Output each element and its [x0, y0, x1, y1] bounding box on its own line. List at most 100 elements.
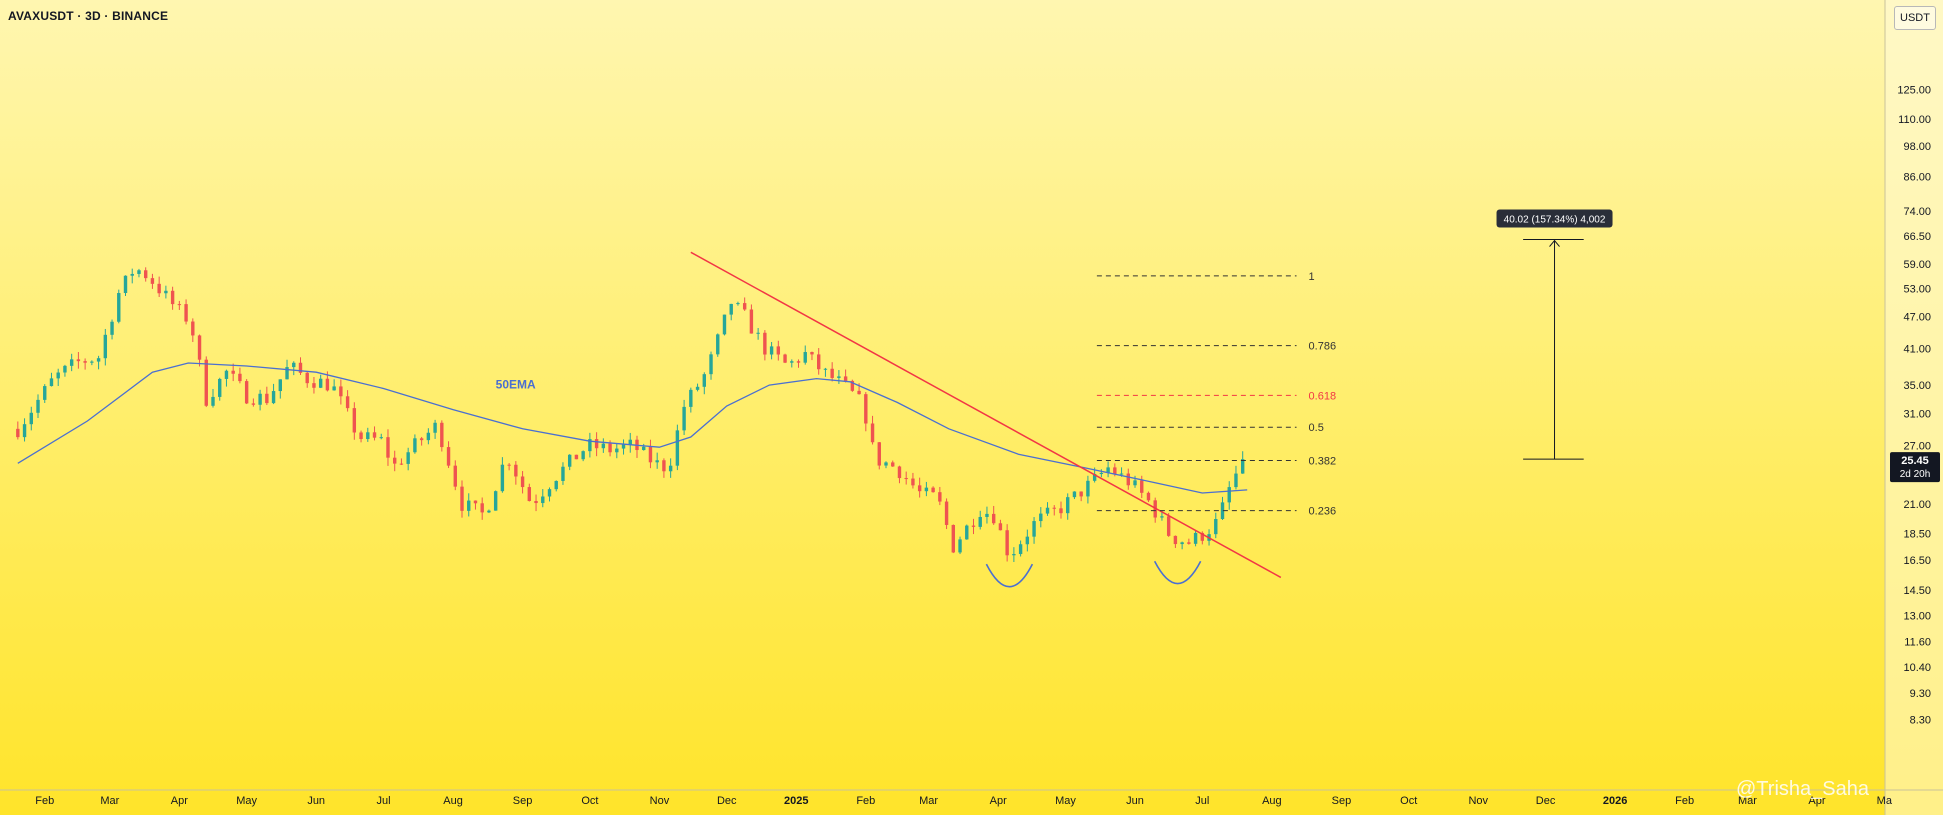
candle-body — [157, 283, 161, 294]
candle-body — [581, 451, 585, 460]
candle-body — [197, 335, 202, 360]
candle-body — [769, 346, 774, 355]
candle-body — [541, 496, 545, 504]
candle-body — [790, 361, 794, 363]
price-tick-label: 11.60 — [1904, 637, 1931, 649]
candle-body — [1173, 535, 1178, 545]
candle-body — [958, 539, 962, 553]
candle-body — [69, 359, 74, 366]
candle-body — [298, 362, 303, 373]
candle-body — [628, 439, 632, 445]
candle-body — [527, 487, 532, 502]
time-tick-label: Dec — [1536, 795, 1556, 807]
time-tick-label: Nov — [650, 795, 670, 807]
candle-body — [1126, 473, 1130, 486]
candle-body — [1166, 516, 1171, 536]
candle-body — [90, 361, 94, 363]
time-tick-label: Feb — [1675, 795, 1694, 807]
candle-body — [339, 386, 343, 397]
candle-body — [211, 396, 215, 406]
candle-body — [709, 354, 713, 375]
price-tick-label: 66.50 — [1903, 231, 1931, 243]
candle-body — [191, 321, 195, 336]
candle-body — [244, 381, 249, 404]
candle-body — [29, 412, 33, 425]
candle-body — [1187, 542, 1191, 544]
candle-body — [1240, 459, 1245, 474]
candle-body — [554, 480, 558, 490]
candle-body — [749, 309, 754, 334]
candle-body — [332, 386, 336, 391]
candle-body — [514, 464, 518, 477]
candle-body — [372, 432, 377, 438]
candle-body — [318, 378, 323, 388]
candle-body — [864, 394, 868, 424]
ema-50-line — [17, 362, 1248, 494]
fib-level-label: 0.618 — [1309, 390, 1337, 402]
time-tick-label: Ma — [1877, 795, 1893, 807]
time-tick-label: Apr — [171, 795, 188, 807]
candle-body — [56, 372, 60, 379]
candle-body — [137, 270, 141, 274]
candle-body — [830, 368, 834, 378]
time-tick-label: 2026 — [1603, 795, 1627, 807]
candle-body — [184, 304, 188, 322]
candle-body — [218, 378, 222, 397]
candle-body — [938, 492, 942, 502]
candle-body — [204, 359, 208, 406]
candle-body — [379, 437, 383, 439]
candle-body — [413, 438, 417, 453]
candle-body — [978, 516, 982, 527]
candle-body — [440, 422, 444, 448]
candle-body — [1032, 521, 1036, 537]
candle-body — [1059, 508, 1063, 514]
bar-countdown: 2d 20h — [1900, 469, 1931, 480]
candle-body — [292, 362, 296, 368]
time-tick-label: Jun — [307, 795, 325, 807]
candle-body — [170, 290, 175, 305]
currency-unit-button[interactable]: USDT — [1894, 6, 1936, 30]
candle-body — [837, 376, 841, 378]
candle-body — [110, 321, 114, 335]
candle-body — [16, 428, 20, 438]
candle-body — [897, 466, 902, 479]
candle-body — [1180, 542, 1184, 545]
candle-body — [1012, 554, 1016, 556]
double-bottom-arc — [1153, 560, 1202, 585]
price-tick-label: 41.00 — [1903, 343, 1931, 355]
candle-body — [1146, 492, 1151, 501]
candle-body — [716, 334, 720, 355]
candle-body — [776, 346, 781, 355]
symbol-title: AVAXUSDT · 3D · BINANCE — [8, 9, 169, 23]
candle-body — [1052, 507, 1056, 509]
price-tick-label: 13.00 — [1903, 610, 1931, 622]
candle-body — [224, 370, 229, 379]
candle-body — [803, 352, 807, 363]
candle-body — [177, 304, 182, 306]
candle-body — [621, 444, 626, 449]
candle-body — [1086, 480, 1090, 497]
candle-body — [76, 359, 81, 362]
candle-body — [655, 460, 659, 463]
candle-body — [642, 446, 646, 451]
price-tick-label: 74.00 — [1903, 206, 1931, 218]
candle-body — [386, 437, 390, 458]
time-tick-label: Oct — [1400, 795, 1417, 807]
last-price-value: 25.45 — [1901, 455, 1929, 467]
candle-body — [817, 354, 821, 370]
candle-body — [695, 386, 700, 390]
candle-body — [1220, 502, 1225, 520]
candle-body — [1140, 480, 1144, 493]
candle-body — [736, 303, 740, 305]
candle-body — [891, 462, 895, 467]
price-tick-label: 31.00 — [1903, 408, 1931, 420]
candle-body — [258, 393, 262, 405]
time-tick-label: May — [1055, 795, 1076, 807]
time-tick-label: Jun — [1126, 795, 1144, 807]
fib-level-label: 0.786 — [1309, 341, 1337, 353]
price-tick-label: 14.50 — [1903, 585, 1931, 597]
candle-body — [1113, 467, 1117, 475]
candle-body — [366, 432, 370, 440]
